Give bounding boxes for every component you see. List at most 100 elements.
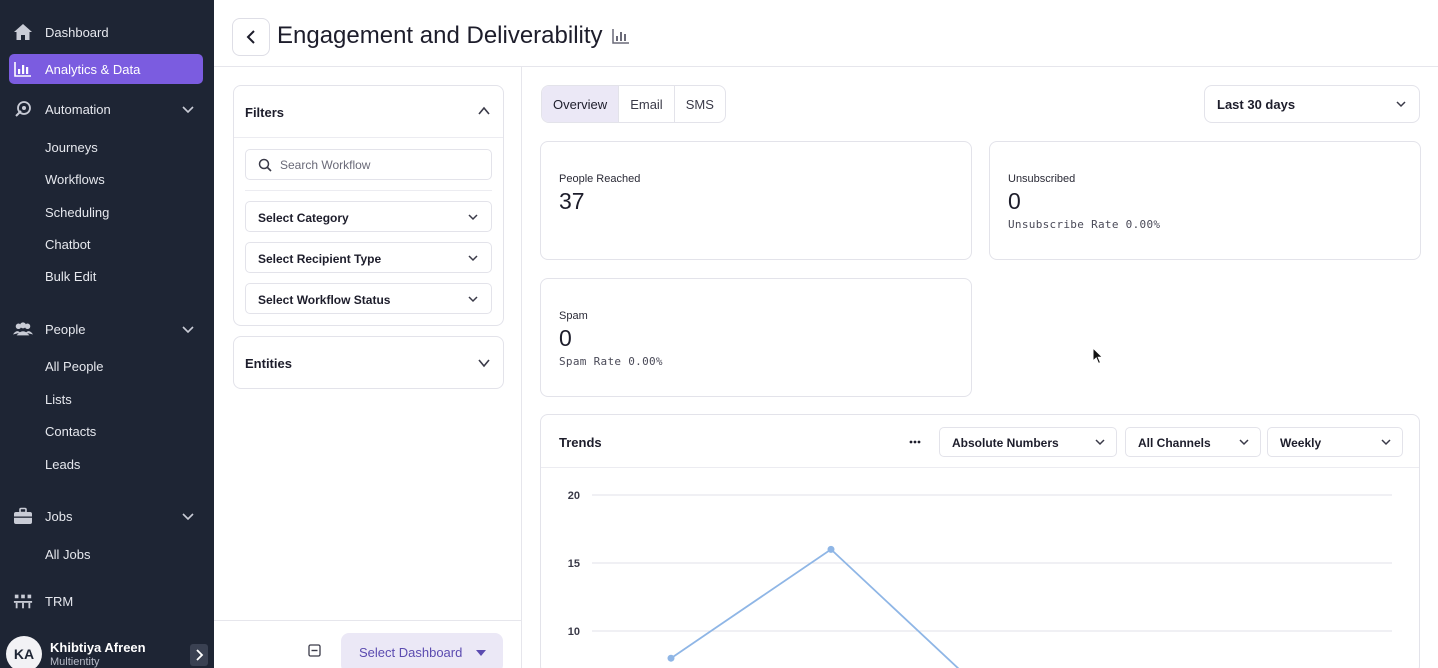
search-icon [258, 158, 272, 172]
y-tick-label: 15 [568, 558, 580, 570]
metric-value: 0 [1008, 188, 1021, 214]
nav-journeys[interactable]: Journeys [45, 140, 98, 155]
tab-overview[interactable]: Overview [542, 86, 619, 122]
metric-mode-label: Absolute Numbers [952, 436, 1059, 450]
team-icon [13, 591, 33, 611]
chevron-right-icon[interactable] [190, 644, 208, 666]
nav-scheduling[interactable]: Scheduling [45, 205, 110, 220]
nav-people-label: People [45, 321, 86, 337]
chevron-down-icon[interactable] [181, 509, 195, 523]
chevron-down-icon[interactable] [181, 322, 195, 336]
nav-people[interactable]: People [9, 314, 203, 344]
nav-workflows[interactable]: Workflows [45, 172, 105, 187]
nav-jobs-label: Jobs [45, 508, 73, 524]
nav-all-jobs[interactable]: All Jobs [45, 547, 91, 562]
trends-title: Trends [559, 435, 602, 450]
channel-tabs: Overview Email SMS [541, 85, 726, 123]
chevron-down-icon [468, 214, 478, 221]
data-point[interactable] [667, 654, 675, 662]
nav-bulk-edit[interactable]: Bulk Edit [45, 269, 97, 284]
nav-lists[interactable]: Lists [45, 392, 72, 407]
minimize-icon[interactable] [308, 644, 321, 657]
interval-select[interactable]: Weekly [1267, 427, 1403, 457]
metric-value: 0 [559, 325, 572, 351]
metric-label: People Reached [559, 173, 641, 185]
nav-automation[interactable]: Automation [9, 94, 203, 124]
interval-label: Weekly [1280, 436, 1322, 450]
chevron-down-icon[interactable] [181, 102, 195, 116]
filters-card: Filters Select Category Select Recipient… [233, 85, 504, 326]
user-org: Multientity [50, 656, 100, 668]
nav-trm[interactable]: TRM [9, 586, 203, 616]
chevron-down-icon [468, 255, 478, 262]
metric-subtext: Unsubscribe Rate 0.00% [1008, 218, 1161, 231]
user-profile[interactable]: KA Khibtiya Afreen Multientity [0, 628, 214, 668]
nav-jobs[interactable]: Jobs [9, 501, 203, 531]
tab-sms[interactable]: SMS [673, 86, 725, 122]
nav-analytics[interactable]: Analytics & Data [9, 54, 203, 84]
briefcase-icon [13, 506, 33, 526]
back-button[interactable] [232, 18, 270, 56]
filter-panel: Filters Select Category Select Recipient… [214, 67, 522, 668]
more-icon[interactable] [909, 440, 921, 444]
filters-header[interactable]: Filters [234, 86, 503, 138]
y-tick-label: 20 [568, 490, 580, 502]
select-dashboard-label: Select Dashboard [359, 645, 463, 660]
metric-mode-select[interactable]: Absolute Numbers [939, 427, 1117, 457]
metric-subtext: Spam Rate 0.00% [559, 355, 663, 368]
chevron-up-icon[interactable] [477, 105, 491, 117]
metric-label: Spam [559, 310, 588, 322]
nav-analytics-label: Analytics & Data [45, 61, 141, 77]
date-range-label: Last 30 days [1217, 97, 1296, 112]
rocket-icon [13, 99, 33, 119]
nav-contacts[interactable]: Contacts [45, 424, 97, 439]
chevron-down-icon [1396, 101, 1406, 108]
date-range-select[interactable]: Last 30 days [1204, 85, 1420, 123]
channel-select[interactable]: All Channels [1125, 427, 1261, 457]
select-dashboard-button[interactable]: Select Dashboard [341, 633, 503, 668]
select-category[interactable]: Select Category [245, 201, 492, 232]
divider [245, 190, 492, 191]
page-header: Engagement and Deliverability [214, 0, 1438, 67]
filters-title: Filters [245, 105, 285, 120]
chevron-down-icon [1239, 439, 1249, 446]
nav-dashboard[interactable]: Dashboard [9, 17, 203, 47]
avatar: KA [6, 636, 42, 668]
nav-trm-label: TRM [45, 593, 74, 609]
nav-dashboard-label: Dashboard [45, 24, 109, 40]
sidebar: Dashboard Analytics & Data Automation Jo… [0, 0, 214, 668]
people-icon [13, 319, 33, 339]
caret-down-icon [476, 650, 486, 656]
bar-chart-icon [612, 29, 629, 44]
select-recipient-type-label: Select Recipient Type [258, 252, 382, 266]
select-category-label: Select Category [258, 211, 349, 225]
metric-label: Unsubscribed [1008, 173, 1076, 185]
trends-card: Trends Absolute Numbers All Channels Wee… [540, 414, 1420, 668]
select-workflow-status-label: Select Workflow Status [258, 293, 391, 307]
data-point[interactable] [827, 545, 835, 553]
metric-card-unsubscribed: Unsubscribed 0 Unsubscribe Rate 0.00% [989, 141, 1421, 260]
metric-card-spam: Spam 0 Spam Rate 0.00% [540, 278, 972, 397]
mouse-cursor-icon [1092, 347, 1104, 365]
nav-leads[interactable]: Leads [45, 457, 81, 472]
user-name: Khibtiya Afreen [50, 640, 146, 655]
search-workflow-field[interactable] [245, 149, 492, 180]
nav-chatbot[interactable]: Chatbot [45, 237, 91, 252]
entities-title: Entities [245, 356, 292, 371]
page-title: Engagement and Deliverability [277, 22, 603, 49]
trends-header: Trends Absolute Numbers All Channels Wee… [541, 415, 1419, 468]
channel-label: All Channels [1138, 436, 1211, 450]
nav-automation-label: Automation [45, 101, 111, 117]
home-icon [13, 22, 33, 42]
trends-line-chart: 20 15 10 [568, 490, 1392, 668]
select-workflow-status[interactable]: Select Workflow Status [245, 283, 492, 314]
entities-card[interactable]: Entities [233, 336, 504, 389]
chevron-left-icon [246, 30, 255, 44]
nav-all-people[interactable]: All People [45, 359, 104, 374]
chevron-down-icon[interactable] [477, 357, 491, 369]
tab-email[interactable]: Email [618, 86, 674, 122]
chevron-down-icon [1095, 439, 1105, 446]
search-workflow-input[interactable] [280, 156, 480, 174]
select-recipient-type[interactable]: Select Recipient Type [245, 242, 492, 273]
bottom-bar: Select Dashboard [214, 620, 521, 668]
